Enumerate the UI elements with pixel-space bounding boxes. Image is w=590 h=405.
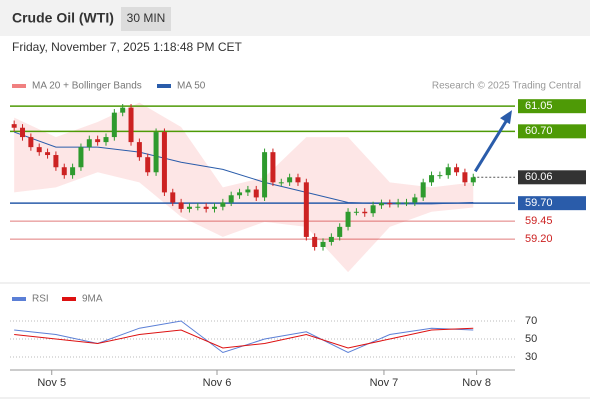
candle-body (245, 189, 251, 193)
credit: Research © 2025 Trading Central (432, 81, 581, 92)
level-box (518, 99, 586, 114)
candle-body (328, 236, 334, 242)
candle-body (253, 189, 259, 198)
legend-swatch (157, 84, 171, 88)
candle-body (262, 152, 268, 198)
candle-body (312, 236, 318, 247)
legend-swatch (12, 297, 26, 301)
arrow-head (500, 110, 512, 125)
level-label: 60.70 (525, 125, 553, 137)
candle-body (228, 195, 234, 203)
candle-body (120, 107, 126, 113)
candle-body (95, 139, 101, 143)
candle-body (403, 202, 409, 204)
candle-body (153, 132, 159, 173)
candle-body (161, 132, 167, 193)
candle-body (387, 203, 393, 205)
candle-body (11, 124, 17, 128)
candle-body (220, 202, 226, 207)
forecast-arrow (473, 117, 510, 173)
x-tick-label: Nov 6 (203, 377, 232, 389)
candle-body (170, 192, 176, 203)
level-box (518, 124, 586, 139)
candle-body (70, 167, 76, 176)
candle-body (203, 206, 209, 209)
legend-label: MA 50 (177, 81, 206, 92)
legend-label: RSI (32, 294, 49, 305)
level-label: 61.05 (525, 100, 553, 112)
candle-body (178, 202, 184, 209)
level-label: 59.70 (525, 197, 553, 209)
candle-body (420, 182, 426, 198)
candle-body (362, 211, 368, 214)
bollinger-band (14, 102, 474, 273)
legend-label: 9MA (82, 294, 103, 305)
candle-body (78, 147, 84, 168)
rsi-tick-label: 30 (525, 351, 537, 363)
candle-body (370, 205, 376, 214)
candle-body (53, 155, 59, 168)
candle-body (61, 167, 67, 176)
candle-body (212, 206, 218, 209)
chart-title: Crude Oil (WTI) (12, 10, 114, 26)
candle-body (437, 175, 443, 177)
header-bar (0, 0, 590, 36)
candle-body (20, 127, 26, 138)
rsi-ma-line (14, 327, 474, 349)
candle-body (395, 202, 401, 204)
candle-body (287, 177, 293, 183)
legend-swatch (62, 297, 76, 301)
candle-body (303, 182, 309, 237)
level-box (518, 170, 586, 185)
legend-label: MA 20 + Bollinger Bands (32, 81, 142, 92)
rsi-line (14, 320, 474, 354)
level-label: 59.20 (525, 233, 553, 245)
candle-body (278, 182, 284, 184)
x-tick-label: Nov 8 (462, 377, 491, 389)
legend-swatch (12, 84, 26, 88)
x-tick-label: Nov 5 (37, 377, 66, 389)
candle-body (412, 197, 418, 203)
candle-body (145, 157, 151, 173)
candle-body (237, 192, 243, 196)
interval: 30 MIN (127, 11, 166, 25)
candle-body (462, 172, 468, 183)
candle-body (320, 241, 326, 247)
candle-body (86, 139, 92, 148)
candle-body (103, 137, 109, 143)
candle-body (345, 211, 351, 227)
level-box (518, 196, 586, 211)
candle-body (36, 147, 42, 153)
candle-body (136, 142, 142, 158)
interval-box (121, 7, 171, 31)
candle-body (111, 112, 117, 138)
candle-body (445, 167, 451, 176)
candle-body (186, 206, 192, 209)
level-label: 59.45 (525, 215, 553, 227)
candle-body (28, 137, 34, 148)
candle-body (45, 152, 51, 156)
level-label: 60.06 (525, 171, 553, 183)
candle-body (128, 107, 134, 143)
rsi-tick-label: 70 (525, 315, 537, 327)
candle-body (470, 177, 476, 183)
candle-body (429, 175, 435, 183)
subtitle: Friday, November 7, 2025 1:18:48 PM CET (12, 40, 243, 54)
candle-body (337, 226, 343, 237)
candle-body (270, 152, 276, 183)
x-tick-label: Nov 7 (370, 377, 399, 389)
candle-body (378, 203, 384, 206)
candle-body (353, 211, 359, 213)
candle-body (454, 167, 460, 173)
rsi-tick-label: 50 (525, 333, 537, 345)
candle-body (295, 177, 301, 183)
candle-body (195, 206, 201, 208)
